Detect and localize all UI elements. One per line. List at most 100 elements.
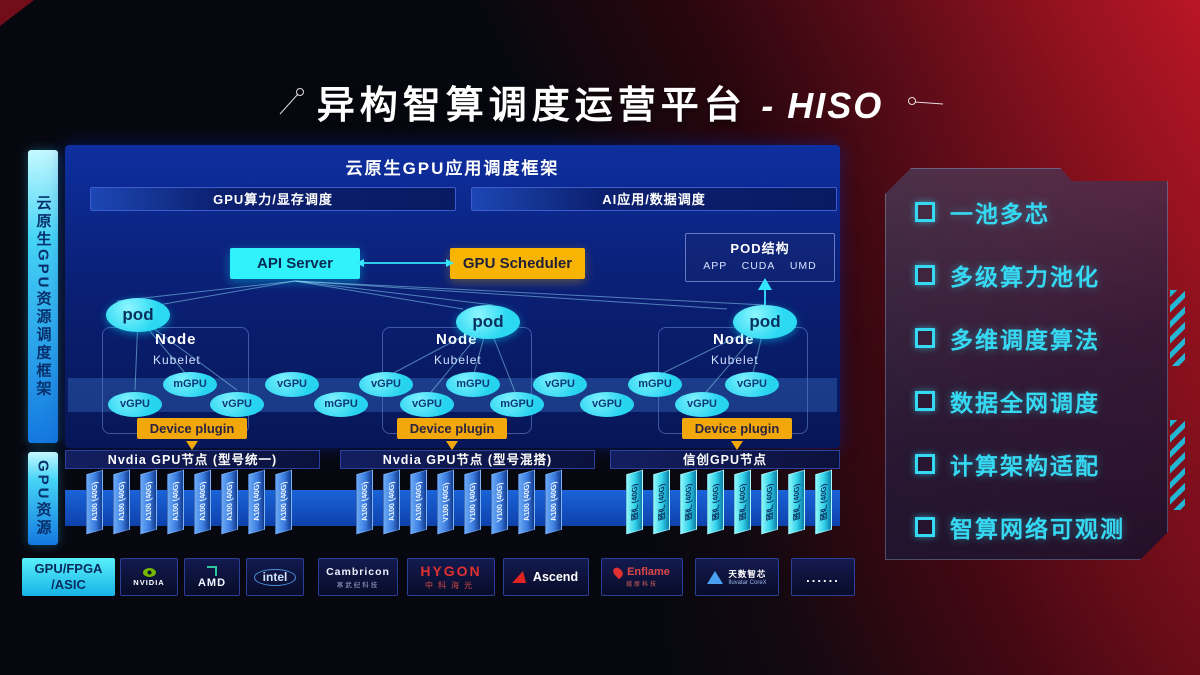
intel-logo: intel [253,568,297,586]
scheduling-framework-panel: 云原生GPU应用调度框架 GPU算力/显存调度 AI应用/数据调度 API Se… [65,145,840,450]
page-title-suffix: - HISO [761,85,884,126]
gpu-ellipse: vGPU [359,372,413,397]
pod-structure-item-umd: UMD [789,260,817,272]
kubelet-label-3: Kubelet [711,353,759,367]
gpu-card: A100 (40G) [275,469,292,535]
vendor-tile-ascend: Ascend [503,558,589,596]
gpu-ellipse: mGPU [628,372,682,397]
square-bullet-icon [915,517,935,537]
page-title-text: 异构智算调度运营平台 [316,85,747,127]
more-vendors-label: ...... [806,569,840,585]
panel-title: 云原生GPU应用调度框架 [345,159,560,178]
nvidia-eye-icon [142,567,156,577]
gpu-card: V100 (40G) [464,469,481,535]
feature-item: 多级算力池化 [915,243,1168,306]
sidebar-framework-label: 云原生GPU资源调度框架 [34,194,52,399]
pod-structure-title: POD结构 [730,241,790,256]
gpu-card: A100 (40G) [248,469,265,535]
gpu-ellipse: mGPU [314,392,368,417]
gpu-card: 国产 (40G) [626,469,643,535]
hardware-types-box: GPU/FPGA /ASIC [22,558,115,596]
vendor-tile-iluvatar: 天数智芯 Iluvatar CoreX [695,558,779,596]
down-arrow-icon [186,441,198,450]
gpu-card: A100 (40G) [410,469,427,535]
gpu-card: A100 (40G) [194,469,211,535]
feature-item: 一池多芯 [915,180,1168,243]
compute-scheduling-bar: GPU算力/显存调度 [90,187,456,211]
down-arrow-icon [446,441,458,450]
vendor-tile-enflame: Enflame 燧原科技 [601,558,683,596]
enflame-sub-label: 燧原科技 [625,582,658,588]
nvidia-logo: NVIDIA [133,577,165,587]
ai-data-scheduling-bar: AI应用/数据调度 [471,187,837,211]
square-bullet-icon [915,391,935,411]
api-server-box: API Server [230,248,360,279]
kubelet-label-1: Kubelet [153,353,201,367]
gpu-card: 国产 (40G) [815,469,832,535]
square-bullet-icon [915,265,935,285]
hygon-logo: HYGON [420,563,482,579]
gpu-card: 国产 (40G) [707,469,724,535]
gpu-ellipse: vGPU [108,392,162,417]
square-bullet-icon [915,454,935,474]
vendor-tile-cambricon: Cambricon 寒武纪科技 [318,558,398,596]
square-bullet-icon [915,202,935,222]
gpu-card: A100 (40G) [221,469,238,535]
pod-structure-box: POD结构 APP CUDA UMD [685,233,835,282]
gpu-card: A100 (40G) [140,469,157,535]
square-bullet-icon [915,328,935,348]
feature-item: 智算网络可观测 [915,495,1168,558]
vendor-tile-more: ...... [791,558,855,596]
vendor-tile-hygon: HYGON 中科海光 [407,558,495,596]
pod-structure-item-app: APP [703,260,728,272]
gpu-card: 国产 (40G) [680,469,697,535]
down-arrow-icon [731,441,743,450]
gpu-ellipse: mGPU [163,372,217,397]
gpu-ellipse: vGPU [210,392,264,417]
device-plugin-1: Device plugin [137,418,247,439]
gpu-ellipse: vGPU [400,392,454,417]
gpu-ellipse: vGPU [533,372,587,397]
hazard-stripes-decoration [1170,420,1185,510]
circuit-node-icon [908,97,944,105]
cambricon-logo: Cambricon [326,565,390,578]
feature-item: 多维调度算法 [915,306,1168,369]
iluvatar-triangle-icon [707,570,724,584]
sidebar-framework-bar: 云原生GPU资源调度框架 [28,150,58,443]
gpu-card: 国产 (40G) [761,469,778,535]
cambricon-sub-label: 寒武纪科技 [336,581,380,589]
amd-logo: AMD [197,576,227,589]
node-group-bar-xinchuang: 信创GPU节点 [610,450,840,469]
gpu-card-group-mixed: A100 (40G) A100 (40G) A100 (40G) V100 (4… [356,469,562,535]
sidebar-gpu-resource-bar: GPU资源 [28,452,58,545]
gpu-card: V100 (40G) [437,469,454,535]
hygon-sub-label: 中科海光 [425,581,477,590]
gpu-ellipse: mGPU [490,392,544,417]
gpu-card: 国产 (40G) [653,469,670,535]
vendor-tile-amd: AMD [184,558,240,596]
enflame-logo: Enflame [627,566,670,578]
ascend-logo: Ascend [532,570,579,584]
gpu-ellipse: mGPU [446,372,500,397]
gpu-card: V100 (40G) [491,469,508,535]
gpu-card-group-uniform: A100 (40G) A100 (40G) A100 (40G) A100 (4… [86,469,292,535]
corner-accent [0,0,34,26]
gpu-card: 国产 (40G) [734,469,751,535]
gpu-ellipse: vGPU [265,372,319,397]
gpu-ellipse: vGPU [675,392,729,417]
node-group-bar-mixed: Nvdia GPU节点 (型号混搭) [340,450,595,469]
sidebar-gpu-resource-label: GPU资源 [34,459,52,538]
ascend-triangle-icon [511,571,530,583]
device-plugin-2: Device plugin [397,418,507,439]
gpu-card: A100 (40G) [113,469,130,535]
gpu-card: A100 (40G) [383,469,400,535]
iluvatar-logo: 天数智芯 [728,569,767,579]
flame-icon [611,565,625,579]
vendor-tile-intel: intel [246,558,304,596]
gpu-ellipse: vGPU [580,392,634,417]
vendor-tile-nvidia: NVIDIA [120,558,178,596]
iluvatar-sub-label: Iluvatar CoreX [728,580,767,586]
pod-structure-item-cuda: CUDA [741,260,776,272]
gpu-card: 国产 (40G) [788,469,805,535]
gpu-card: A100 (40G) [356,469,373,535]
